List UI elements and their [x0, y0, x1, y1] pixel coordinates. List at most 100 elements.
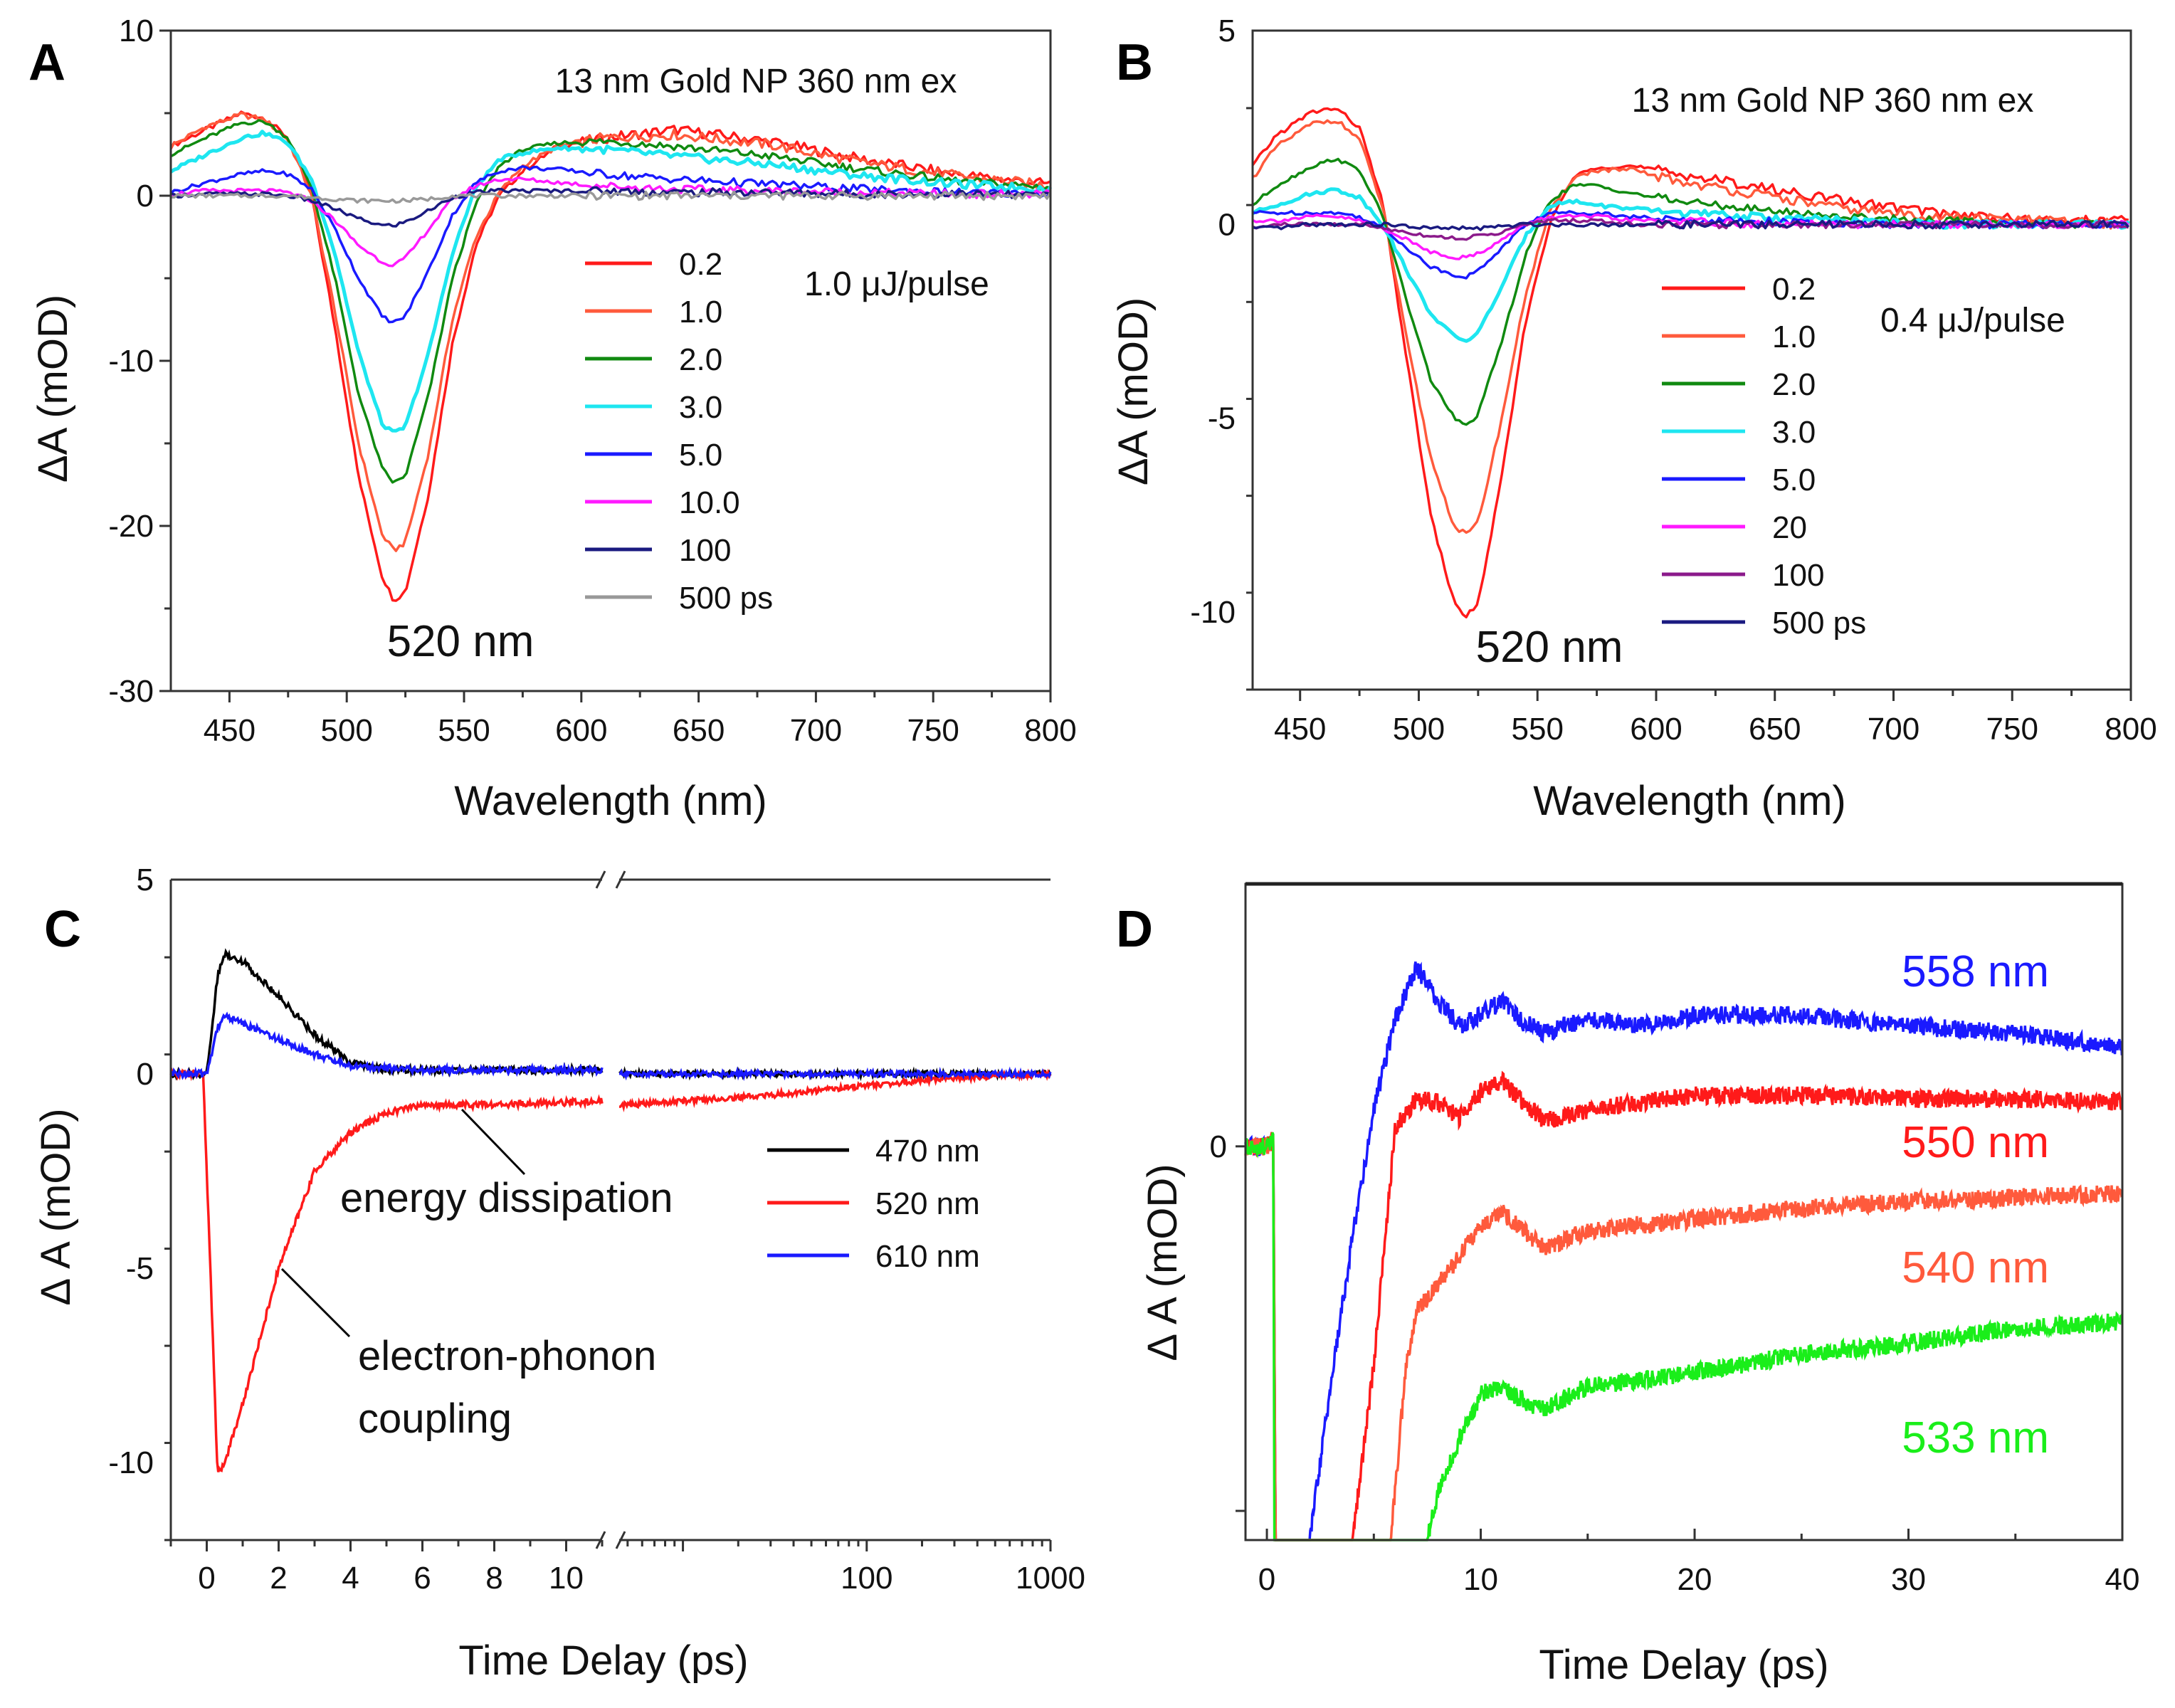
legend-label: 100 — [679, 533, 731, 568]
y-tick-label: -10 — [108, 344, 154, 379]
legend-label: 500 ps — [1772, 606, 1866, 640]
legend-label: 610 nm — [875, 1239, 980, 1274]
axis-break-mark — [615, 1531, 626, 1549]
panel-label-c: C — [44, 901, 81, 958]
x-tick-label: 750 — [907, 713, 959, 748]
panel-a-plot: 0.2 1.0 2.0 3.0 5.0 10.0 100 500 ps — [159, 29, 1053, 702]
panel-a-title: 13 nm Gold NP 360 nm ex — [555, 63, 957, 100]
panel-a-x-title: Wavelength (nm) — [454, 778, 767, 824]
legend-label: 1.0 — [1772, 320, 1816, 354]
series-line-558-nm — [1244, 961, 2124, 1541]
panel-b-title: 13 nm Gold NP 360 nm ex — [1632, 82, 2034, 120]
axis-break-mark — [615, 870, 626, 889]
series-line-linear-610-nm — [170, 1011, 604, 1080]
x-tick-label: 650 — [1749, 712, 1801, 747]
series-label: 550 nm — [1902, 1118, 2049, 1167]
panel-d-x-title: Time Delay (ps) — [1539, 1642, 1828, 1688]
y-tick-label: -10 — [1190, 595, 1236, 630]
energy-dissipation-pointer — [460, 1108, 526, 1176]
panel-c-y-title: Δ A (mOD) — [33, 1108, 79, 1305]
x-tick-label: 800 — [1024, 713, 1076, 748]
electron-phonon-pointer — [280, 1267, 351, 1338]
series-line-500-ps — [1252, 219, 2129, 231]
series-line-100 — [1252, 217, 2129, 241]
x-tick-label: 4 — [342, 1561, 359, 1596]
x-tick-label: 700 — [790, 713, 842, 748]
axis-break-mark — [595, 870, 606, 889]
y-tick-label: 0 — [1210, 1129, 1227, 1164]
x-tick-label: 600 — [1630, 712, 1682, 747]
x-tick-label: 450 — [204, 713, 256, 748]
series-line-log-610-nm — [618, 1066, 1052, 1082]
y-tick-label: -10 — [108, 1445, 154, 1480]
panel-c-plot: 470 nm 520 nm 610 nm — [164, 870, 1052, 1551]
panel-b-peak-label: 520 nm — [1476, 623, 1623, 672]
legend-label: 20 — [1772, 510, 1807, 545]
panel-d-y-title: Δ A (mOD) — [1139, 1164, 1186, 1361]
x-tick-label: 650 — [673, 713, 725, 748]
series-label: 533 nm — [1902, 1413, 2049, 1462]
axis-break-mark — [595, 1531, 606, 1549]
legend-label: 2.0 — [679, 342, 722, 377]
series-line-540-nm — [1244, 1134, 2123, 1541]
series-line-linear-470-nm — [170, 948, 604, 1081]
x-tick-label: 700 — [1868, 712, 1919, 747]
y-tick-label: 5 — [1218, 14, 1236, 48]
y-tick-label: -5 — [1208, 401, 1236, 436]
y-tick-label: -5 — [126, 1251, 154, 1286]
panel-c-x-title: Time Delay (ps) — [458, 1638, 748, 1684]
annotation-electron-phonon: electron-phonon — [358, 1333, 656, 1379]
legend-label: 100 — [1772, 558, 1824, 593]
panel-d-plot: 558 nm 550 nm 540 nm 533 nm — [1236, 882, 2124, 1541]
legend-label: 3.0 — [1772, 415, 1816, 450]
series-line-10.0 — [170, 176, 1051, 268]
plot-frame — [169, 29, 1052, 692]
x-tick-label: 40 — [2105, 1562, 2140, 1597]
x-tick-label: 750 — [1986, 712, 2038, 747]
legend-label: 500 ps — [679, 581, 773, 616]
series-line-5.0 — [169, 164, 1052, 324]
y-tick-label: 0 — [137, 1057, 154, 1092]
series-label: 540 nm — [1902, 1243, 2049, 1292]
x-tick-label: 30 — [1891, 1562, 1926, 1597]
legend-label: 5.0 — [1772, 463, 1816, 497]
x-tick-label: 8 — [485, 1561, 502, 1596]
y-tick-label: 0 — [1218, 207, 1236, 242]
panel-label-b: B — [1116, 34, 1153, 91]
series-line-0.2 — [1251, 107, 2129, 618]
x-tick-label: 10 — [549, 1561, 584, 1596]
legend-label: 470 nm — [875, 1134, 980, 1169]
legend-label: 0.2 — [679, 247, 722, 282]
plot-frame — [1251, 29, 2132, 691]
annotation-energy-dissipation: energy dissipation — [340, 1175, 673, 1221]
panel-b-y-title: ΔA (mOD) — [1110, 297, 1157, 485]
y-tick-label: 0 — [137, 179, 154, 214]
legend-label: 3.0 — [679, 390, 722, 425]
panel-b-pulse-energy: 0.4 μJ/pulse — [1880, 302, 2065, 339]
annotation-coupling: coupling — [358, 1396, 512, 1442]
x-tick-label: 20 — [1678, 1562, 1712, 1597]
x-tick-label: 0 — [198, 1561, 215, 1596]
series-line-100 — [170, 186, 1051, 228]
x-tick-label: 550 — [1512, 712, 1564, 747]
series-line-550-nm — [1244, 1070, 2124, 1541]
panel-b-x-title: Wavelength (nm) — [1533, 778, 1845, 824]
legend-label: 5.0 — [679, 438, 722, 473]
y-tick-label: 10 — [119, 14, 154, 48]
x-tick-label: 100 — [841, 1561, 892, 1596]
x-tick-label: 0 — [1258, 1562, 1275, 1597]
panel-label-d: D — [1116, 901, 1153, 958]
series-line-500-ps — [170, 190, 1052, 204]
panel-a-pulse-energy: 1.0 μJ/pulse — [804, 265, 989, 303]
panel-a-y-title: ΔA (mOD) — [30, 295, 76, 483]
x-tick-label: 600 — [555, 713, 607, 748]
panel-b-plot: 0.2 1.0 2.0 3.0 5.0 20 100 500 ps — [1246, 29, 2132, 701]
x-tick-label: 6 — [414, 1561, 431, 1596]
legend-label: 2.0 — [1772, 367, 1816, 402]
x-tick-label: 800 — [2105, 712, 2156, 747]
y-tick-label: 5 — [137, 863, 154, 897]
x-tick-label: 1000 — [1016, 1561, 1085, 1596]
panel-label-a: A — [28, 34, 65, 91]
x-tick-label: 500 — [320, 713, 372, 748]
